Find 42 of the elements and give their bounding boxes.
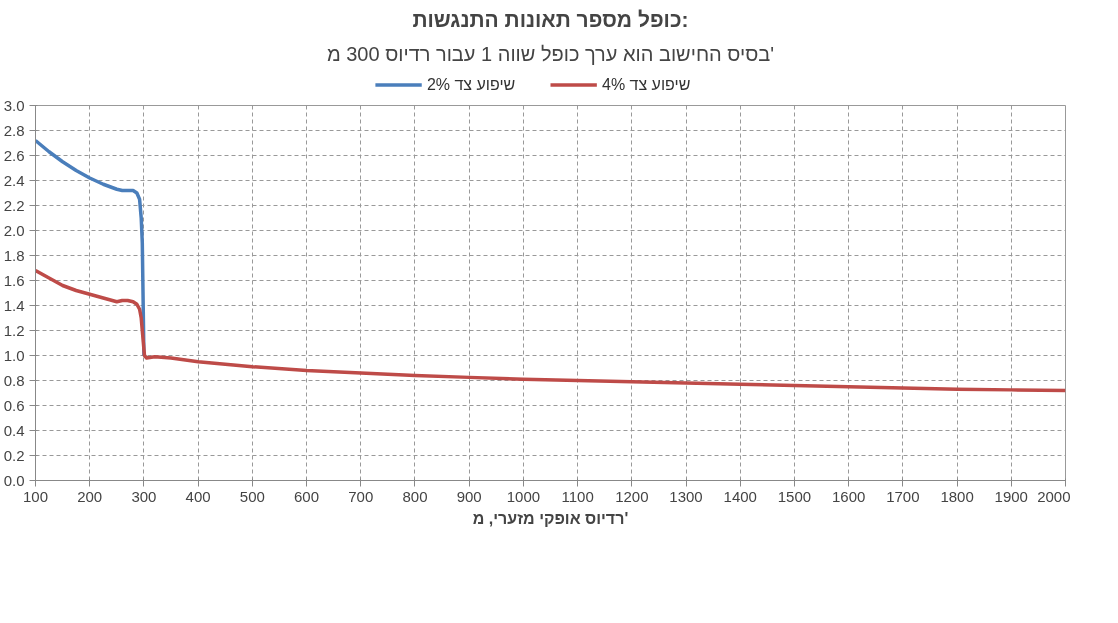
x-tick-label: 1700	[886, 487, 920, 505]
y-tick-label: 2.0	[3, 221, 25, 239]
x-tick-label: 200	[77, 487, 103, 505]
x-tick-label: 900	[456, 487, 482, 505]
x-axis-title: רדיוס אופקי מזערי, מ'	[472, 509, 629, 527]
y-tick-label: 2.6	[3, 146, 25, 164]
x-tick-label: 300	[131, 487, 157, 505]
x-tick-label: 1500	[777, 487, 812, 505]
x-tick-label: 1800	[940, 487, 974, 505]
y-tick-label: 1.6	[3, 271, 25, 289]
y-tick-label: 0.8	[3, 371, 25, 389]
x-tick-label: 1100	[561, 487, 594, 505]
chart-title: כופל מספר תאונות התנגשות:	[412, 7, 689, 31]
y-tick-label: 0.2	[3, 446, 25, 464]
y-tick-label: 2.4	[3, 171, 25, 189]
y-tick-label: 1.0	[3, 346, 25, 364]
x-tick-label: 600	[294, 487, 320, 505]
y-tick-label: 3.0	[3, 96, 25, 114]
y-tick-label: 0.0	[3, 471, 25, 489]
x-tick-label: 100	[22, 487, 49, 505]
legend-label: שיפוע צד 4%	[602, 76, 691, 94]
x-tick-label: 1900	[994, 487, 1028, 505]
x-tick-label: 500	[239, 487, 265, 505]
y-tick-label: 1.8	[3, 246, 25, 264]
legend-label: שיפוע צד 2%	[426, 76, 516, 94]
x-tick-label: 700	[348, 487, 374, 505]
y-tick-label: 1.2	[3, 321, 25, 339]
x-tick-label: 1300	[669, 487, 703, 505]
y-tick-label: 0.6	[3, 396, 25, 414]
x-tick-label: 1400	[723, 487, 757, 505]
x-tick-label: 1000	[506, 487, 541, 505]
y-tick-label: 2.2	[3, 196, 25, 214]
x-tick-label: 400	[185, 487, 211, 505]
chart-subtitle: בסיס החישוב הוא ערך כופל שווה 1 עבור רדיוס 300 מ'	[326, 42, 775, 65]
y-tick-label: 2.8	[3, 121, 25, 139]
x-tick-label: 1600	[831, 487, 866, 505]
x-tick-label: 800	[402, 487, 428, 505]
y-tick-label: 0.4	[3, 421, 25, 439]
y-tick-label: 1.4	[3, 296, 25, 314]
x-tick-label: 2000	[1037, 487, 1071, 505]
line-series	[35, 268, 1066, 393]
x-tick-label: 1200	[615, 487, 649, 505]
